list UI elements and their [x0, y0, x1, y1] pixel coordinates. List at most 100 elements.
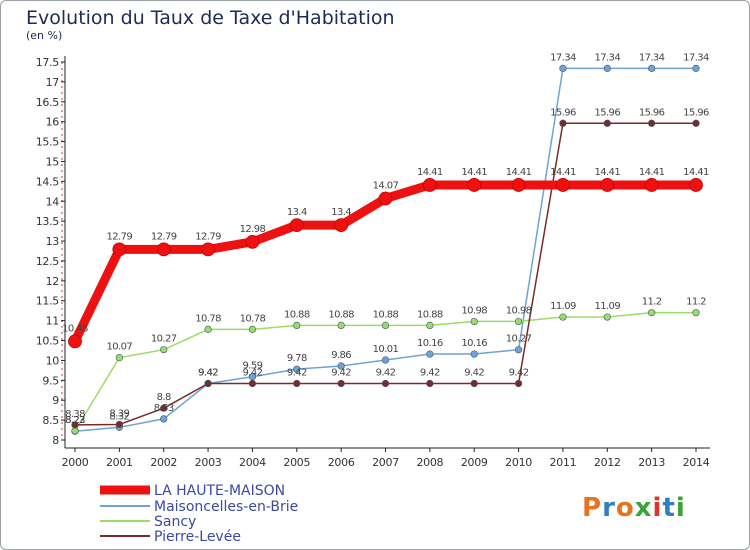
data-point	[381, 379, 390, 388]
data-label: 10.16	[417, 338, 443, 349]
data-point	[426, 321, 434, 330]
data-point	[559, 313, 567, 321]
y-tick-label: 14.5	[36, 175, 60, 188]
logo-letter: i	[653, 493, 663, 523]
data-point	[692, 119, 700, 127]
data-label: 9.59	[242, 361, 262, 372]
x-tick-label: 2005	[283, 456, 310, 469]
data-point	[204, 379, 212, 388]
data-point	[648, 309, 656, 317]
data-label: 14.41	[461, 167, 487, 178]
data-label: 14.41	[639, 167, 665, 178]
data-label: 15.96	[550, 107, 576, 118]
data-label: 13.4	[287, 207, 307, 218]
data-label: 8.22	[65, 415, 85, 426]
x-tick-label: 2011	[550, 456, 577, 469]
data-point	[156, 242, 171, 257]
data-point	[603, 119, 611, 127]
data-label: 8.32	[109, 411, 129, 422]
x-tick-label: 2004	[239, 456, 266, 469]
legend: LA HAUTE-MAISONMaisoncelles-en-BrieSancy…	[100, 483, 298, 545]
data-point	[68, 334, 82, 349]
data-label: 10.98	[506, 305, 532, 316]
data-label: 9.42	[242, 367, 262, 378]
data-point	[337, 321, 345, 330]
data-point	[160, 346, 168, 354]
data-point	[426, 379, 434, 388]
chart-title: Evolution du Taux de Taxe d'Habitation	[26, 7, 395, 29]
data-point	[293, 365, 301, 373]
data-point	[648, 119, 656, 127]
data-label: 15.96	[594, 107, 620, 118]
data-label: 17.34	[683, 52, 709, 63]
x-tick-label: 2008	[416, 456, 443, 469]
y-tick-label: 16.5	[36, 96, 60, 109]
data-point	[204, 325, 212, 333]
series-group	[68, 64, 703, 435]
data-point	[71, 421, 79, 429]
data-label: 14.41	[683, 167, 709, 178]
data-label: 10.88	[417, 309, 443, 320]
y-tick-label: 15.5	[36, 136, 60, 149]
data-point	[514, 379, 523, 388]
data-point	[160, 415, 168, 423]
data-label: 10.78	[195, 313, 221, 324]
y-tick-label: 16	[46, 116, 60, 129]
x-tick-label: 2013	[638, 456, 665, 469]
logo-letter: r	[602, 493, 616, 523]
data-label: 9.42	[198, 367, 218, 378]
data-label: 13.4	[331, 207, 351, 218]
data-point	[467, 178, 482, 192]
data-label: 12.79	[195, 231, 221, 242]
data-label: 10.01	[373, 344, 399, 355]
y-tick-label: 15	[46, 155, 60, 168]
x-tick-label: 2003	[195, 456, 222, 469]
data-label: 9.42	[287, 367, 307, 378]
data-label: 12.79	[151, 231, 177, 242]
data-label: 14.07	[373, 180, 399, 191]
y-tick-label: 14	[46, 195, 60, 208]
y-tick-label: 17.5	[36, 56, 60, 69]
data-point	[293, 379, 301, 388]
x-tick-label: 2010	[505, 456, 532, 469]
data-point	[337, 362, 345, 370]
data-point	[112, 242, 127, 257]
logo-letter: t	[662, 493, 675, 523]
legend-label: Maisoncelles-en-Brie	[154, 499, 298, 515]
data-label: 10.16	[461, 338, 487, 349]
data-label: 10.27	[506, 334, 532, 345]
data-point	[514, 346, 523, 354]
x-tick-label: 2009	[461, 456, 488, 469]
data-label: 9.42	[331, 367, 351, 378]
data-point	[470, 379, 478, 388]
logo-letter: o	[616, 493, 635, 523]
data-label: 10.78	[240, 313, 266, 324]
data-label: 14.41	[594, 167, 620, 178]
data-label: 10.88	[328, 309, 354, 320]
data-label: 10.07	[107, 342, 133, 353]
data-point	[381, 356, 390, 364]
data-label: 15.96	[639, 107, 665, 118]
data-label: 14.41	[550, 167, 576, 178]
data-point	[556, 178, 570, 192]
axes: 8 8.5 9 9.5 10 10.5 11 11.5 12 12.5 13 13.5 14 14.5 15…	[36, 56, 710, 469]
data-label: 9.42	[198, 367, 218, 378]
data-point	[644, 178, 659, 192]
logo-letter: x	[635, 493, 653, 523]
y-tick-label: 9	[52, 394, 59, 407]
data-label: 11.2	[642, 297, 662, 308]
data-label: 12.79	[107, 231, 133, 242]
data-point	[378, 191, 393, 206]
logo-letter: P	[582, 493, 602, 523]
data-label: 9.78	[287, 353, 307, 364]
data-point	[248, 379, 257, 388]
y-tick-label: 12.5	[36, 255, 60, 268]
y-tick-label: 12	[46, 275, 59, 288]
data-label: 17.34	[594, 52, 620, 63]
data-label: 11.09	[550, 301, 576, 312]
data-label: 12.98	[240, 224, 266, 235]
data-label: 8.38	[65, 409, 85, 420]
y-tick-label: 8.5	[42, 414, 59, 427]
